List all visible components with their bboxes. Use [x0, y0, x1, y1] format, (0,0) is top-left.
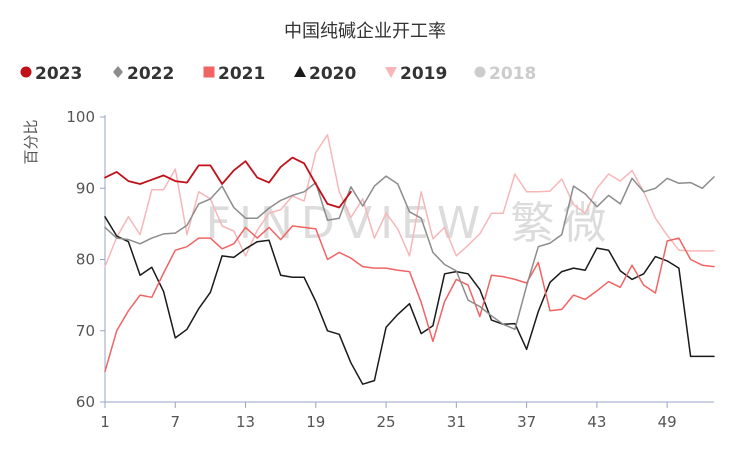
x-tick-label: 49: [658, 413, 677, 431]
legend-marker-triangle-down: [385, 67, 397, 78]
legend-item-2022[interactable]: 2022: [113, 64, 174, 84]
x-tick-label: 1: [100, 413, 110, 431]
series-line-2021: [104, 225, 715, 373]
legend[interactable]: 2023 2022 2021 2020 2019 2018: [20, 64, 537, 84]
legend-label: 2021: [218, 64, 265, 84]
legend-label: 2018: [489, 64, 536, 84]
y-tick-label: 60: [76, 393, 95, 411]
legend-label: 2019: [400, 64, 447, 84]
y-tick-label: 80: [76, 251, 95, 269]
series-line-2023: [104, 156, 352, 209]
series-line-2022: [104, 175, 715, 331]
x-tick-label: 25: [377, 413, 396, 431]
x-tick-label: 31: [447, 413, 466, 431]
legend-marker-diamond: [113, 66, 123, 78]
legend-item-2019[interactable]: 2019: [385, 64, 447, 84]
legend-label: 2022: [127, 64, 174, 84]
y-tick-label: 70: [76, 322, 95, 340]
legend-marker-circle: [20, 66, 32, 78]
y-tick-label: 100: [66, 108, 95, 126]
x-tick-label: 37: [517, 413, 536, 431]
legend-marker-square: [203, 66, 215, 78]
chart-title: 中国纯碱企业开工率: [284, 21, 446, 42]
legend-label: 2020: [309, 64, 356, 84]
y-axis-label: 百分比: [22, 119, 40, 164]
legend-label: 2023: [35, 64, 82, 84]
y-tick-label: 90: [76, 179, 95, 197]
series-line-2019: [104, 134, 715, 268]
x-tick-label: 13: [236, 413, 255, 431]
x-tick-label: 7: [170, 413, 180, 431]
legend-item-2023[interactable]: 2023: [20, 64, 83, 84]
legend-item-2021[interactable]: 2021: [203, 64, 266, 84]
series-line-2020: [104, 216, 715, 385]
axes: 60 70 80 90 100 1 7 13 19 25 31 37 43 49: [66, 108, 714, 431]
legend-item-2020[interactable]: 2020: [294, 64, 356, 84]
x-tick-label: 19: [306, 413, 325, 431]
legend-marker-triangle: [294, 66, 306, 77]
plot-area: [104, 134, 715, 385]
legend-item-2018[interactable]: 2018: [474, 64, 537, 84]
legend-marker-circle: [474, 66, 486, 78]
x-tick-label: 43: [587, 413, 606, 431]
